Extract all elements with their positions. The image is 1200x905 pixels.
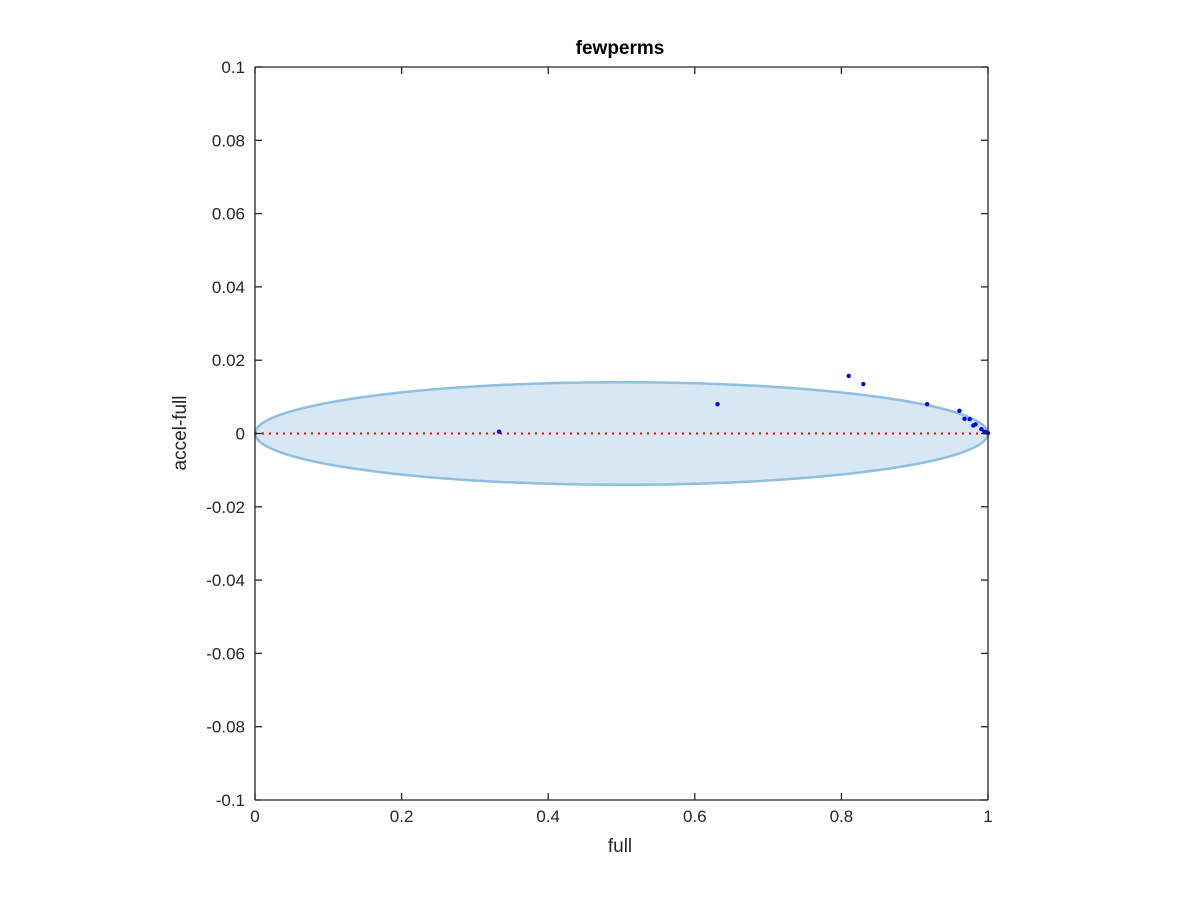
x-tick-label: 1 (983, 807, 992, 826)
x-tick-label: 0.8 (830, 807, 854, 826)
data-point (861, 381, 866, 387)
y-tick-label: -0.02 (206, 498, 245, 517)
data-point (973, 422, 978, 427)
x-tick-label: 0 (250, 807, 259, 826)
y-tick-label: 0.08 (212, 131, 245, 150)
data-point (962, 416, 967, 422)
y-tick-label: 0.04 (212, 278, 245, 297)
y-tick-label: -0.04 (206, 571, 245, 590)
ticks-layer: 0 0.2 0.4 0.6 0.8 1 -0.1 -0.08 -0.06 -0.04 -0.02 0 0… (206, 58, 992, 826)
x-tick-label: 0.4 (536, 807, 560, 826)
data-point (979, 426, 984, 432)
y-tick-label: 0.1 (221, 58, 245, 77)
y-tick-label: 0.06 (212, 205, 245, 224)
data-point (924, 401, 930, 407)
y-axis-label: accel-full (170, 396, 191, 471)
y-tick-label: -0.1 (216, 791, 245, 810)
x-tick-label: 0.2 (390, 807, 414, 826)
data-point (967, 417, 972, 422)
chart-title: fewperms (576, 38, 665, 59)
points-layer (496, 373, 991, 436)
y-tick-label: 0.02 (212, 351, 245, 370)
x-tick-label: 0.6 (683, 807, 707, 826)
data-point (957, 408, 962, 413)
x-axis-label: full (608, 836, 632, 857)
y-tick-label: -0.08 (206, 718, 245, 737)
data-point (496, 429, 502, 434)
data-point (715, 401, 720, 407)
y-tick-label: 0 (236, 425, 245, 444)
data-point (846, 373, 851, 379)
y-tick-label: -0.06 (206, 644, 245, 663)
